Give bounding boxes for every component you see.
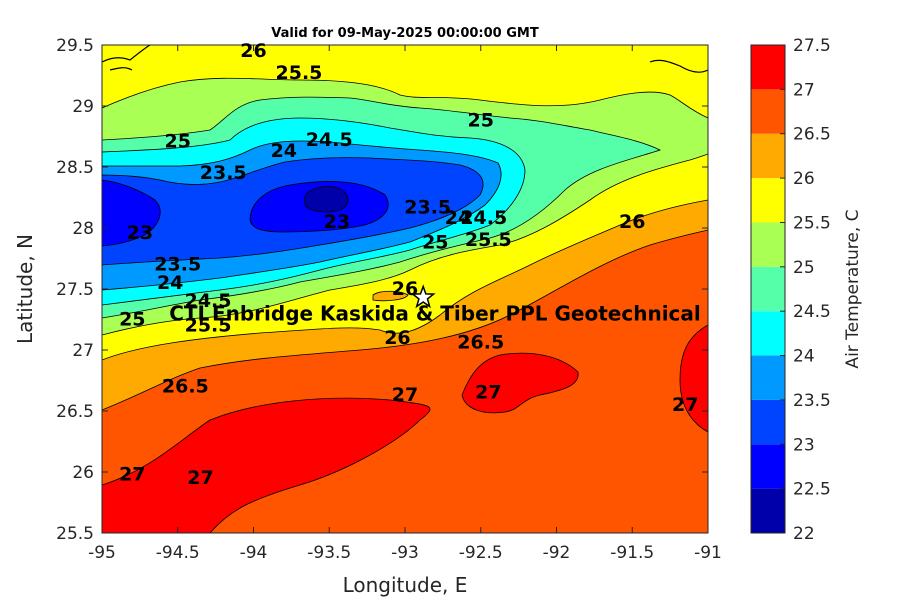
colorbar-swatch [751,399,785,445]
contour-label: 25 [422,232,448,254]
site-marker: CTI Enbridge Kaskida & Tiber PPL Geotech… [169,284,701,326]
y-axis-label: Latitude, N [13,234,37,344]
colorbar-tick-label: 27 [793,80,815,100]
contour-label: 26 [240,40,266,62]
colorbar-tick-label: 27.5 [793,36,831,56]
star-icon [410,284,436,309]
x-tick-label: -94 [240,543,268,563]
y-tick-label: 29.5 [56,36,94,56]
x-axis-label: Longitude, E [343,573,468,597]
x-tick-label: -91.5 [610,543,654,563]
contour-label: 24 [157,272,183,294]
colorbar-frame [750,44,786,534]
contour-label: 25.5 [185,315,232,337]
contour-label: 27 [392,384,418,406]
contour-label: 24.5 [185,290,232,312]
colorbar-tick-label: 22 [793,524,815,544]
colorbar-tick-label: 25 [793,258,815,278]
contour-label: 27 [475,382,501,404]
colorbar-tick-label: 26.5 [793,125,831,145]
contour-label: 27 [187,467,213,489]
band-22-5-23-left [102,179,161,247]
colorbar-tick-label: 22.5 [793,480,831,500]
contour-label: 24.5 [460,207,507,229]
band-27-b [461,352,579,414]
chart-title: Valid for 09-May-2025 00:00:00 GMT [271,26,539,41]
contour-label: 26 [392,278,418,300]
colorbar: 22 22.5 23 23.5 24 24.5 25 25.5 26 26.5 27 27.5 [750,36,831,544]
coastline-left [102,45,151,63]
contour-label: 25.5 [465,229,512,251]
contour-label: 26.5 [457,332,504,354]
y-tick-label: 28.5 [56,158,94,178]
contour-label: 23.5 [404,196,451,218]
contour-label: 23.5 [200,162,247,184]
contour-label: 26 [384,327,410,349]
y-tick-label: 29 [72,97,94,117]
y-tick-label: 25.5 [56,524,94,544]
colorbar-swatch [751,444,785,489]
colorbar-label: Air Temperature, C [843,209,863,368]
x-tick-label: -92 [543,543,571,563]
colorbar-swatch [751,178,785,223]
colorbar-swatch [751,133,785,179]
colorbar-swatch [751,222,785,267]
colorbar-swatch [751,45,785,90]
y-tick-label: 27.5 [56,280,94,300]
contour-label: 25.5 [276,62,323,84]
colorbar-tick-label: 23 [793,435,815,455]
band-top-yellow [102,45,708,81]
contour-label: 27 [672,394,698,416]
contour-label: 25 [119,309,145,331]
colorbar-tick-label: 24.5 [793,302,831,322]
coastline-right [109,59,708,73]
contour-label: 23 [127,222,153,244]
colorbar-tick-label: 24 [793,347,815,367]
colorbar-tick-label: 25.5 [793,213,831,233]
colorbar-swatch [751,89,785,134]
contour-label: 26.5 [162,376,209,398]
contour-label: 23.5 [154,254,201,276]
band-22-22-5 [304,186,349,213]
y-tick-label: 27 [72,341,94,361]
colorbar-tick-label: 26 [793,169,815,189]
site-label: CTI Enbridge Kaskida & Tiber PPL Geotech… [169,302,701,326]
small-blob-26 [372,290,409,302]
x-tick-label: -92.5 [459,543,503,563]
x-axis-ticks: -95 -94.5 -94 -93.5 -93 -92.5 -92 -91.5 -91 [88,45,722,563]
contour-label: 24.5 [306,129,353,151]
contour-label: 24 [271,140,297,162]
colorbar-tick-label: 23.5 [793,391,831,411]
y-tick-label: 26 [72,463,94,483]
x-tick-label: -95 [88,543,116,563]
colorbar-swatch [751,266,785,312]
temperature-field [102,45,708,533]
contour-label: 24 [445,207,471,229]
x-tick-label: -93 [391,543,419,563]
colorbar-swatch [751,311,785,356]
y-tick-label: 28 [72,219,94,239]
colorbar-swatch [751,488,785,533]
x-tick-label: -93.5 [307,543,351,563]
contour-label: 26 [619,211,645,233]
contour-label: 23 [324,211,350,233]
x-tick-label: -94.5 [156,543,200,563]
y-tick-label: 26.5 [56,402,94,422]
contour-label: 25 [165,130,191,152]
y-axis-ticks: 25.5 26 26.5 27 27.5 28 28.5 29 29.5 [56,36,708,544]
band-27-c [679,324,708,433]
colorbar-swatch [751,355,785,400]
x-tick-label: -91 [694,543,722,563]
band-27-a [102,397,431,533]
contour-label: 27 [119,463,145,485]
contour-label: 25 [468,110,494,132]
